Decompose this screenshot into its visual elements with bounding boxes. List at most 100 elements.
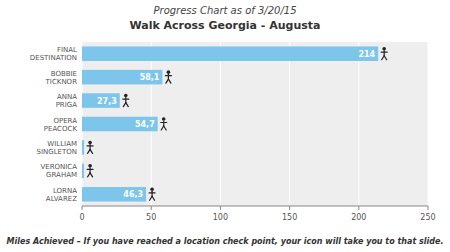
x-axis: 0 50 100 150 200 250: [79, 42, 435, 222]
bar: [82, 140, 84, 155]
person-leg: [123, 103, 126, 107]
person-head: [382, 47, 386, 51]
bar: [82, 70, 162, 85]
person-head: [88, 141, 92, 145]
tick-mark: [151, 206, 152, 210]
person-icon: [161, 117, 167, 130]
category-label-line: PEACOCK: [44, 125, 78, 133]
grid-line: [358, 42, 359, 206]
x-axis-line: [82, 206, 428, 207]
person-leg: [168, 79, 171, 83]
person-icon: [87, 141, 93, 154]
bar: [82, 46, 378, 61]
data-labels: 214 58,1 27,3 54,7 46,3: [97, 50, 376, 200]
grid-line: [428, 42, 429, 206]
person-body: [168, 74, 169, 79]
tick-label: 100: [213, 213, 228, 222]
x-axis-label: Miles Achieved – If you have reached a l…: [7, 237, 444, 246]
background: [0, 0, 450, 252]
person-arms: [381, 52, 387, 53]
category-label-line: VERONICA: [40, 163, 77, 171]
person-body: [125, 98, 126, 103]
tick-label: 150: [282, 213, 297, 222]
person-leg: [90, 149, 93, 153]
person-icon: [381, 47, 387, 60]
person-arms: [87, 145, 93, 146]
person-arms: [123, 98, 129, 99]
person-arms: [161, 122, 167, 123]
tick-label: 200: [351, 213, 366, 222]
bar: [82, 117, 158, 132]
category-label-line: DESTINATION: [30, 54, 77, 62]
bar: [82, 187, 146, 202]
person-icon: [165, 70, 171, 83]
category-label: LORNAALVAREZ: [46, 187, 77, 203]
category-label: BOBBIETICKNOR: [45, 70, 78, 86]
tick-label: 250: [420, 213, 435, 222]
tick-mark: [358, 206, 359, 210]
person-leg: [152, 196, 155, 200]
person-body: [89, 144, 90, 149]
subtitle: Walk Across Georgia - Augusta: [129, 19, 320, 32]
grid-line: [220, 42, 221, 206]
data-label: 46,3: [123, 190, 143, 199]
person-arms: [149, 192, 155, 193]
data-label: 58,1: [140, 73, 160, 82]
person-head: [150, 187, 154, 191]
person-leg: [161, 126, 164, 130]
category-label-line: ANNA: [57, 93, 77, 101]
category-label-line: WILLIAM: [47, 140, 77, 148]
data-label: 214: [358, 50, 375, 59]
person-body: [151, 191, 152, 196]
category-label: FINALDESTINATION: [30, 46, 77, 62]
title: Progress Chart as of 3/20/15: [153, 5, 296, 16]
person-head: [162, 117, 166, 121]
data-label: 54,7: [135, 120, 155, 129]
person-head: [88, 164, 92, 168]
tick-mark: [220, 206, 221, 210]
y-axis: FINALDESTINATION BOBBIETICKNOR ANNAPRIGA OP…: [30, 46, 78, 203]
person-arms: [165, 75, 171, 76]
tick-label: 0: [79, 213, 84, 222]
bar: [82, 93, 120, 108]
data-label: 27,3: [97, 97, 117, 106]
category-label: ANNAPRIGA: [56, 93, 78, 109]
category-label-line: PRIGA: [56, 101, 78, 109]
category-label-line: OPERA: [53, 117, 77, 125]
person-body: [89, 168, 90, 173]
tick-label: 50: [146, 213, 156, 222]
person-leg: [88, 149, 91, 153]
category-label-line: ALVAREZ: [46, 195, 77, 203]
person-head: [124, 94, 128, 98]
category-label: OPERAPEACOCK: [44, 117, 78, 133]
chart-container: Progress Chart as of 3/20/15 Walk Across …: [0, 0, 450, 252]
person-leg: [164, 126, 167, 130]
bar: [82, 164, 84, 179]
category-label-line: FINAL: [57, 46, 77, 54]
person-leg: [384, 56, 387, 60]
person-leg: [382, 56, 385, 60]
person-leg: [88, 173, 91, 177]
person-leg: [150, 196, 153, 200]
plot-background: [82, 42, 428, 206]
category-label-line: BOBBIE: [51, 70, 77, 78]
chart-svg: Progress Chart as of 3/20/15 Walk Across …: [0, 0, 450, 252]
person-icon: [123, 94, 129, 107]
category-label-line: GRAHAM: [46, 171, 77, 179]
category-label: WILLIAMSINGLETON: [36, 140, 77, 156]
category-label: VERONICAGRAHAM: [40, 163, 77, 179]
person-head: [167, 70, 171, 74]
person-body: [384, 51, 385, 56]
person-arms: [87, 169, 93, 170]
tick-mark: [82, 206, 83, 210]
person-icon: [87, 164, 93, 177]
tick-mark: [428, 206, 429, 210]
person-icon: [149, 187, 155, 200]
grid-line: [289, 42, 290, 206]
tick-mark: [289, 206, 290, 210]
bars: [82, 46, 387, 201]
person-leg: [126, 103, 129, 107]
person-body: [163, 121, 164, 126]
category-label-line: SINGLETON: [36, 148, 77, 156]
person-leg: [90, 173, 93, 177]
